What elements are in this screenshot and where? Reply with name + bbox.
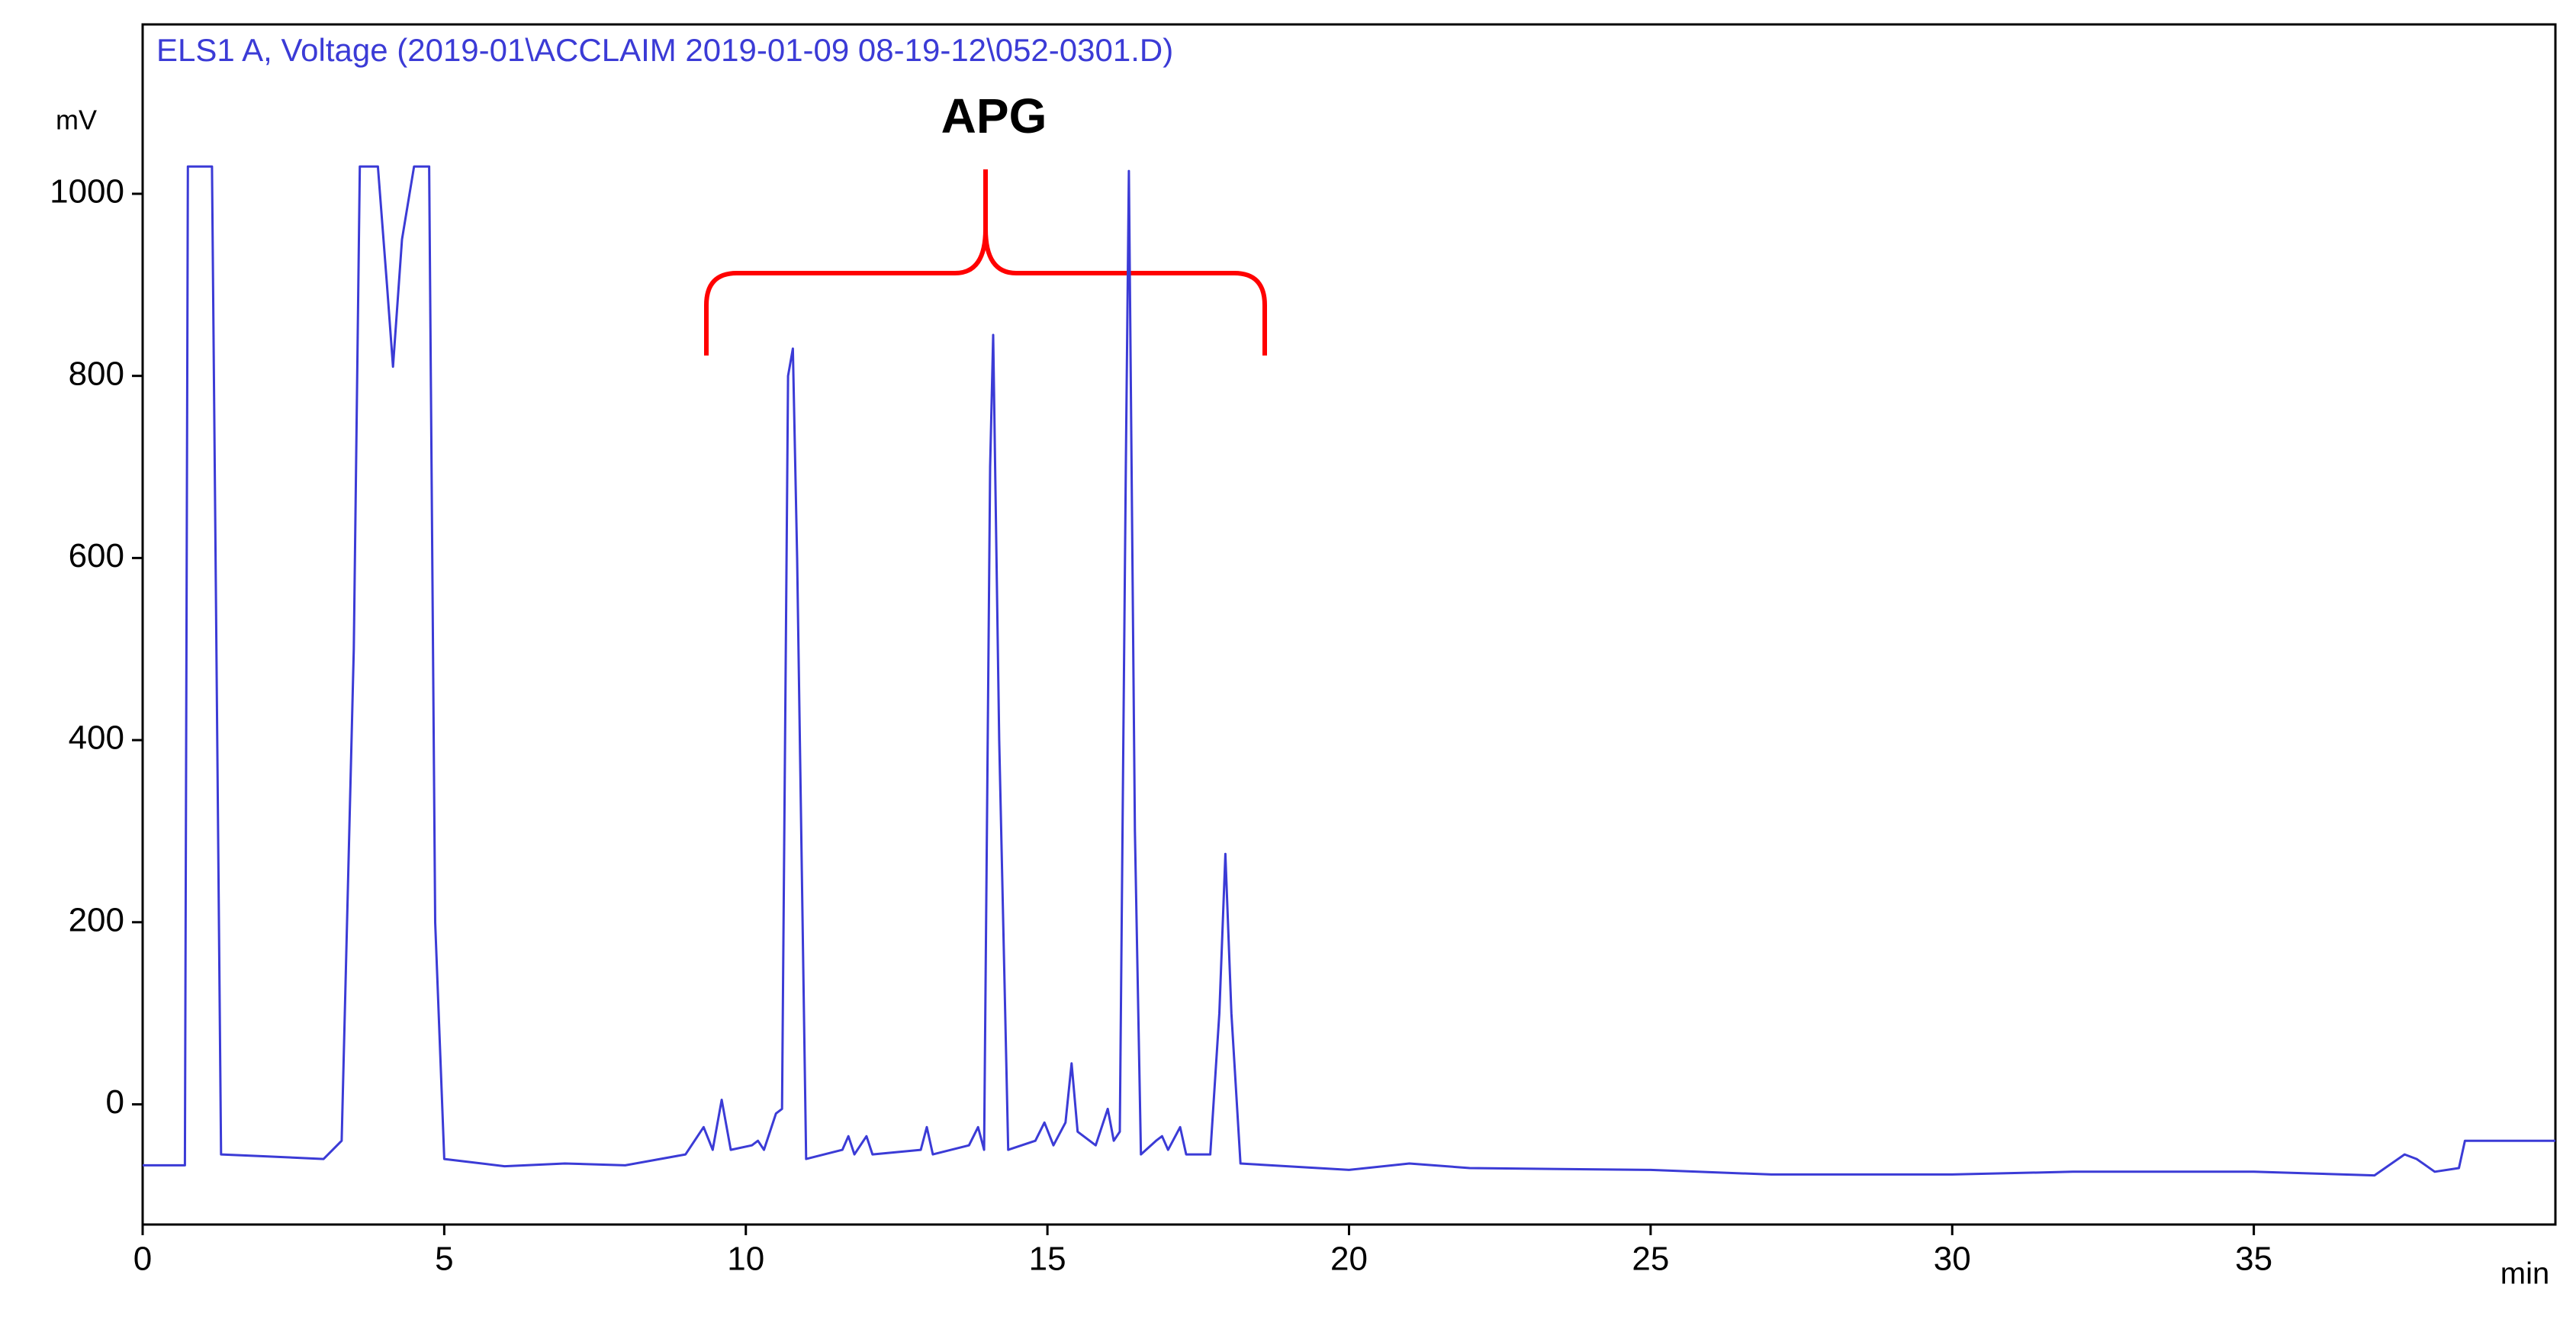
x-tick-label: 35	[2235, 1241, 2272, 1278]
y-tick-label: 1000	[50, 173, 124, 211]
annotation: APG	[941, 89, 1047, 143]
x-tick-label: 0	[133, 1241, 152, 1278]
chart-title: ELS1 A, Voltage (2019-01\ACCLAIM 2019-01…	[156, 32, 1173, 68]
plot-frame	[141, 23, 2557, 1226]
x-tick-label: 30	[1934, 1241, 1971, 1278]
y-tick-label: 0	[106, 1083, 124, 1121]
trace	[143, 165, 2555, 1177]
x-tick-label: 10	[727, 1241, 764, 1278]
apg-brace	[704, 169, 1267, 356]
y-tick-label: 600	[69, 537, 124, 574]
y-tick-label: 200	[69, 901, 124, 938]
y-axis-label: mV	[56, 105, 97, 136]
y-tick-label: 400	[69, 719, 124, 757]
y-tick-label: 800	[69, 355, 124, 392]
x-tick-label: 15	[1029, 1241, 1066, 1278]
x-axis-label: min	[2500, 1257, 2549, 1291]
x-tick-label: 25	[1632, 1241, 1669, 1278]
x-tick-label: 20	[1330, 1241, 1368, 1278]
x-tick-label: 5	[435, 1241, 453, 1278]
